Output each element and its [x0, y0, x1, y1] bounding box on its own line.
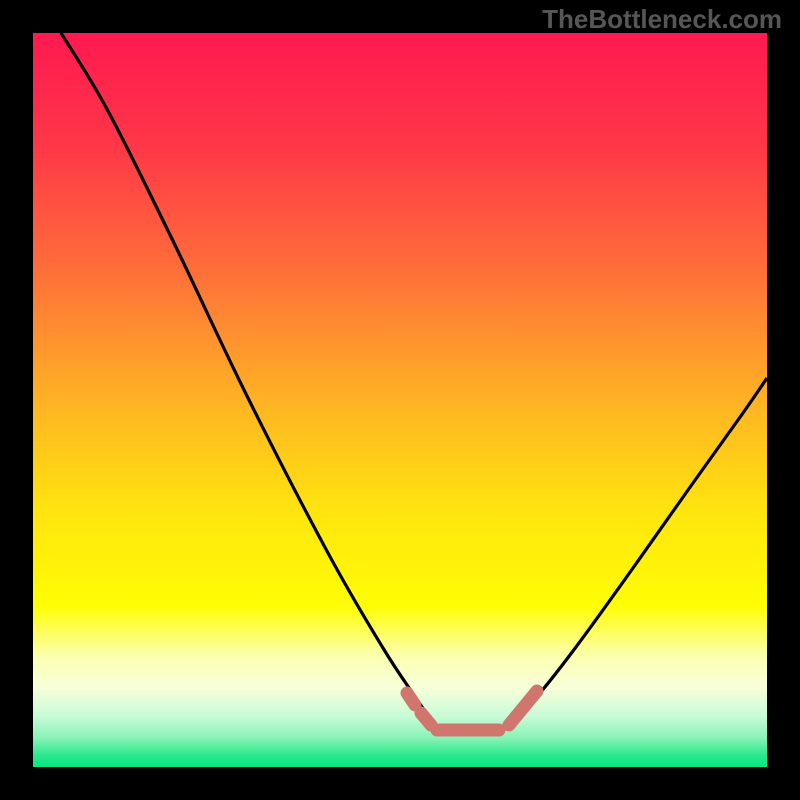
watermark-text: TheBottleneck.com [542, 4, 782, 35]
bottleneck-plot [33, 33, 767, 767]
curve-left-branch [61, 33, 433, 723]
optimal-zone-marker [407, 693, 415, 705]
curve-right-branch [508, 378, 767, 723]
optimal-zone-marker [421, 713, 431, 725]
optimal-zone-marker [509, 691, 537, 725]
curve-overlay [33, 33, 767, 767]
